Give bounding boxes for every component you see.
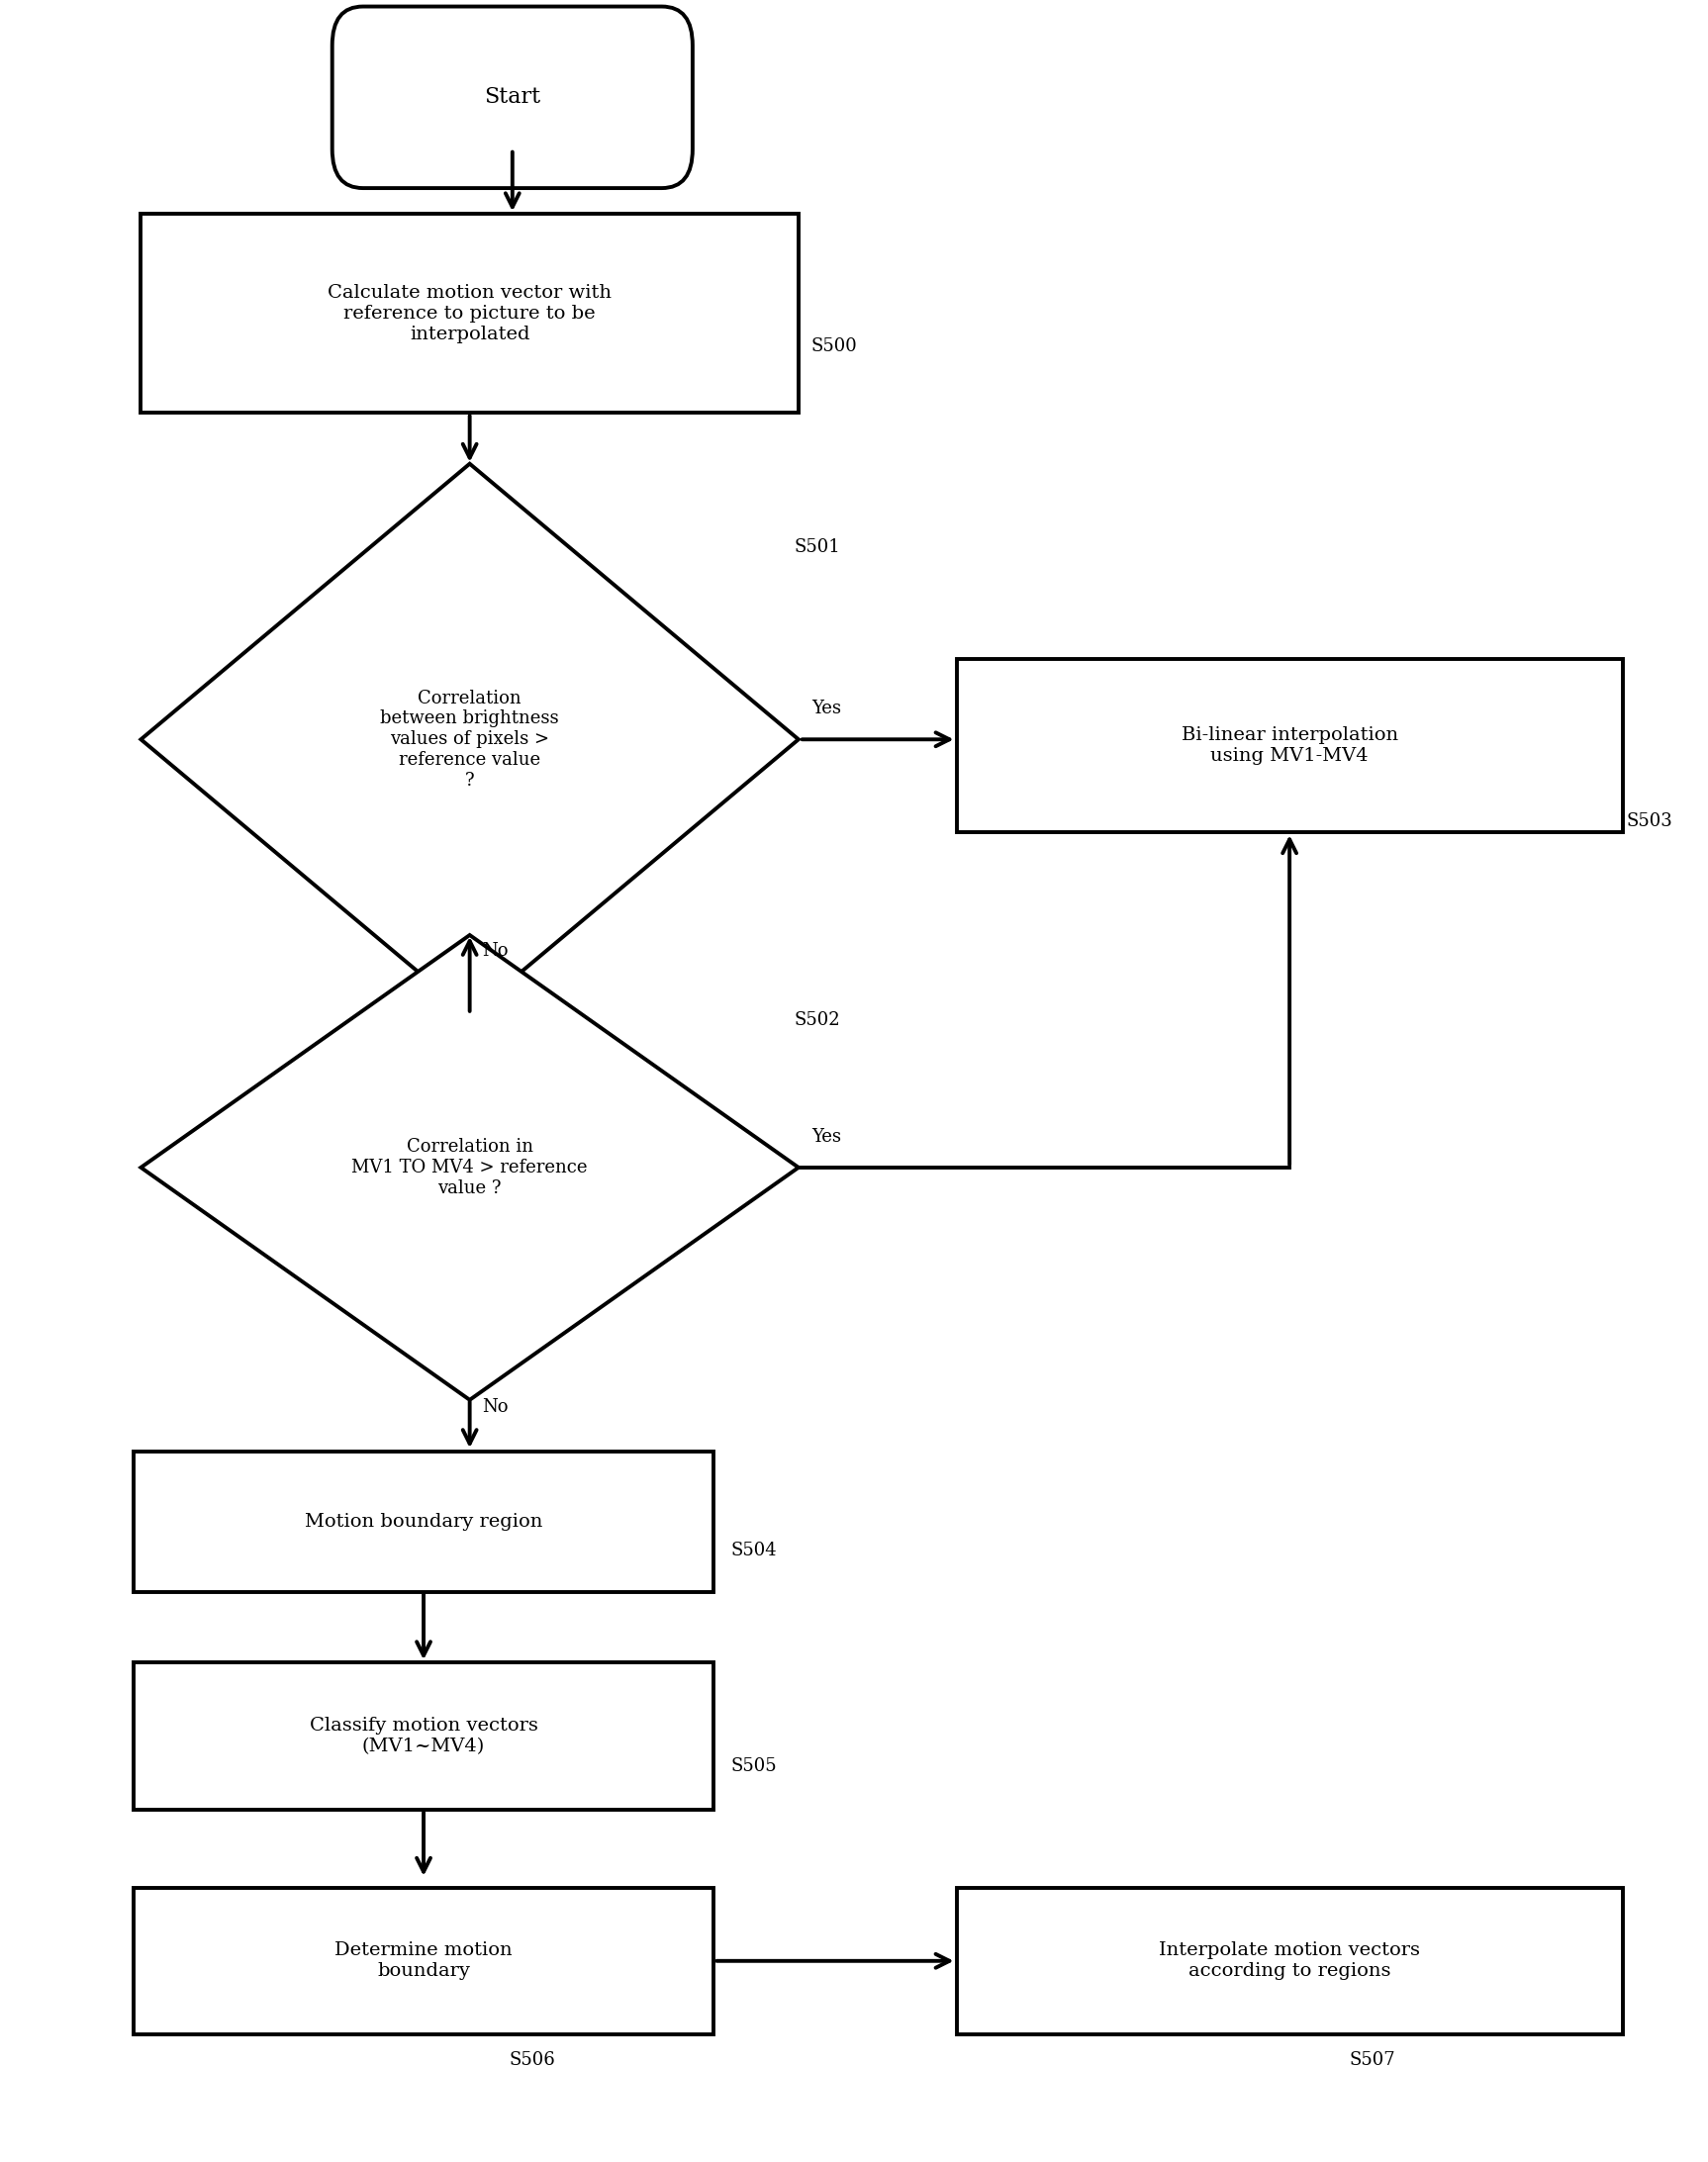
- FancyBboxPatch shape: [331, 6, 692, 188]
- Text: Yes: Yes: [811, 1129, 840, 1146]
- Text: Yes: Yes: [811, 700, 840, 718]
- Text: S506: S506: [509, 2052, 555, 2069]
- Bar: [133, 1663, 714, 1810]
- Text: Start: Start: [483, 86, 541, 108]
- Text: Classify motion vectors
(MV1~MV4): Classify motion vectors (MV1~MV4): [309, 1717, 538, 1756]
- Text: Calculate motion vector with
reference to picture to be
interpolated: Calculate motion vector with reference t…: [328, 283, 611, 344]
- Bar: [140, 214, 799, 413]
- Text: Determine motion
boundary: Determine motion boundary: [335, 1941, 512, 1980]
- Text: S503: S503: [1626, 813, 1672, 830]
- Text: Interpolate motion vectors
according to regions: Interpolate motion vectors according to …: [1160, 1941, 1419, 1980]
- Bar: [133, 1453, 714, 1591]
- Polygon shape: [140, 934, 799, 1401]
- Text: S504: S504: [731, 1542, 777, 1559]
- Text: Bi-linear interpolation
using MV1-MV4: Bi-linear interpolation using MV1-MV4: [1182, 726, 1397, 765]
- Text: Correlation in
MV1 TO MV4 > reference
value ?: Correlation in MV1 TO MV4 > reference va…: [352, 1137, 588, 1198]
- Text: S507: S507: [1349, 2052, 1395, 2069]
- Polygon shape: [140, 463, 799, 1016]
- Text: S502: S502: [794, 1012, 840, 1029]
- Bar: [956, 1887, 1623, 2034]
- Bar: [956, 659, 1623, 832]
- Text: No: No: [482, 943, 507, 960]
- Text: Correlation
between brightness
values of pixels >
reference value
?: Correlation between brightness values of…: [381, 690, 559, 789]
- Text: S500: S500: [811, 337, 857, 355]
- Text: S505: S505: [731, 1758, 777, 1775]
- Text: Motion boundary region: Motion boundary region: [304, 1513, 543, 1531]
- Text: S501: S501: [794, 538, 840, 556]
- Text: No: No: [482, 1399, 507, 1416]
- Bar: [133, 1887, 714, 2034]
